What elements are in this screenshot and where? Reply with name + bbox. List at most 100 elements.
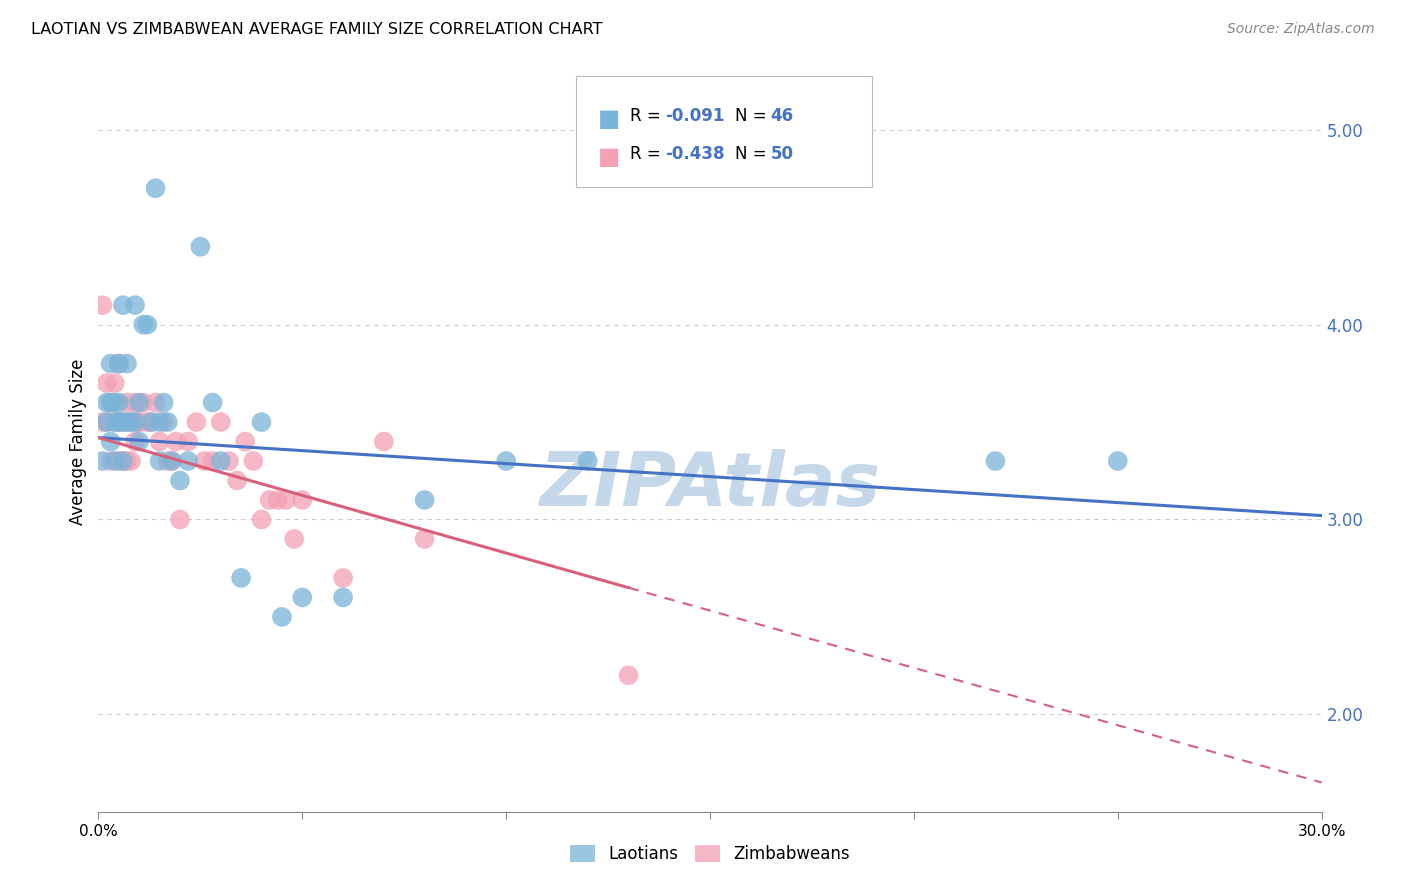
Point xyxy=(413,532,436,546)
Point xyxy=(413,493,436,508)
Point xyxy=(91,454,114,468)
Point xyxy=(104,454,127,468)
Point xyxy=(267,493,290,508)
Point xyxy=(120,454,142,468)
Point xyxy=(120,415,142,429)
Text: ■: ■ xyxy=(598,107,620,131)
Text: R =: R = xyxy=(630,145,666,163)
Point xyxy=(104,395,127,409)
Point xyxy=(165,434,187,449)
Point xyxy=(169,512,191,526)
Point xyxy=(209,454,232,468)
Point xyxy=(226,474,249,488)
Point xyxy=(250,512,273,526)
Point xyxy=(145,181,167,195)
Point xyxy=(617,668,640,682)
Point xyxy=(128,415,150,429)
Point xyxy=(100,357,122,371)
Text: 50: 50 xyxy=(770,145,793,163)
Point xyxy=(141,415,163,429)
Point xyxy=(111,298,134,312)
Point xyxy=(332,571,354,585)
Point xyxy=(100,434,122,449)
Text: ■: ■ xyxy=(598,145,620,169)
Point xyxy=(100,454,122,468)
Text: N =: N = xyxy=(735,107,772,125)
Text: N =: N = xyxy=(735,145,772,163)
Point xyxy=(124,434,146,449)
Point xyxy=(160,454,183,468)
Point xyxy=(149,454,172,468)
Point xyxy=(128,415,150,429)
Point xyxy=(259,493,281,508)
Point xyxy=(115,357,138,371)
Point xyxy=(115,395,138,409)
Point xyxy=(152,395,174,409)
Point xyxy=(274,493,297,508)
Legend: Laotians, Zimbabweans: Laotians, Zimbabweans xyxy=(564,838,856,870)
Point xyxy=(108,395,131,409)
Point xyxy=(100,395,122,409)
Point xyxy=(186,415,208,429)
Point xyxy=(104,376,127,390)
Point xyxy=(111,415,134,429)
Point xyxy=(291,493,314,508)
Point xyxy=(291,591,314,605)
Point xyxy=(270,610,294,624)
Point xyxy=(96,395,118,409)
Point xyxy=(136,318,159,332)
Point xyxy=(193,454,215,468)
Point xyxy=(283,532,305,546)
Point xyxy=(156,415,179,429)
Point xyxy=(149,434,172,449)
Point xyxy=(576,454,599,468)
Point xyxy=(132,318,155,332)
Point xyxy=(201,454,224,468)
Text: Source: ZipAtlas.com: Source: ZipAtlas.com xyxy=(1227,22,1375,37)
Point xyxy=(104,415,127,429)
Point xyxy=(91,298,114,312)
Point xyxy=(132,395,155,409)
Point xyxy=(141,415,163,429)
Point xyxy=(111,454,134,468)
Point xyxy=(149,415,172,429)
Point xyxy=(108,454,131,468)
Point xyxy=(177,454,200,468)
Point xyxy=(169,474,191,488)
Point xyxy=(128,434,150,449)
Text: ZIPAtlas: ZIPAtlas xyxy=(540,450,880,523)
Point xyxy=(124,298,146,312)
Point xyxy=(188,240,212,254)
Point xyxy=(136,415,159,429)
Point xyxy=(332,591,354,605)
Point xyxy=(156,454,179,468)
Point xyxy=(242,454,264,468)
Point xyxy=(96,415,118,429)
Point xyxy=(108,357,131,371)
Text: LAOTIAN VS ZIMBABWEAN AVERAGE FAMILY SIZE CORRELATION CHART: LAOTIAN VS ZIMBABWEAN AVERAGE FAMILY SIZ… xyxy=(31,22,602,37)
Point xyxy=(108,415,131,429)
Point xyxy=(495,454,517,468)
Point xyxy=(124,415,146,429)
Point xyxy=(111,454,134,468)
Point xyxy=(984,454,1007,468)
Point xyxy=(128,395,150,409)
Point xyxy=(145,395,167,409)
Text: 46: 46 xyxy=(770,107,793,125)
Point xyxy=(100,395,122,409)
Point xyxy=(233,434,256,449)
Point xyxy=(91,415,114,429)
Point xyxy=(108,415,131,429)
Point xyxy=(1107,454,1129,468)
Point xyxy=(124,395,146,409)
Point xyxy=(250,415,273,429)
Point xyxy=(201,395,224,409)
Point xyxy=(104,415,127,429)
Point xyxy=(115,454,138,468)
Point xyxy=(209,415,232,429)
Point xyxy=(96,415,118,429)
Point xyxy=(373,434,395,449)
Point xyxy=(218,454,240,468)
Text: -0.438: -0.438 xyxy=(665,145,724,163)
Y-axis label: Average Family Size: Average Family Size xyxy=(69,359,87,524)
